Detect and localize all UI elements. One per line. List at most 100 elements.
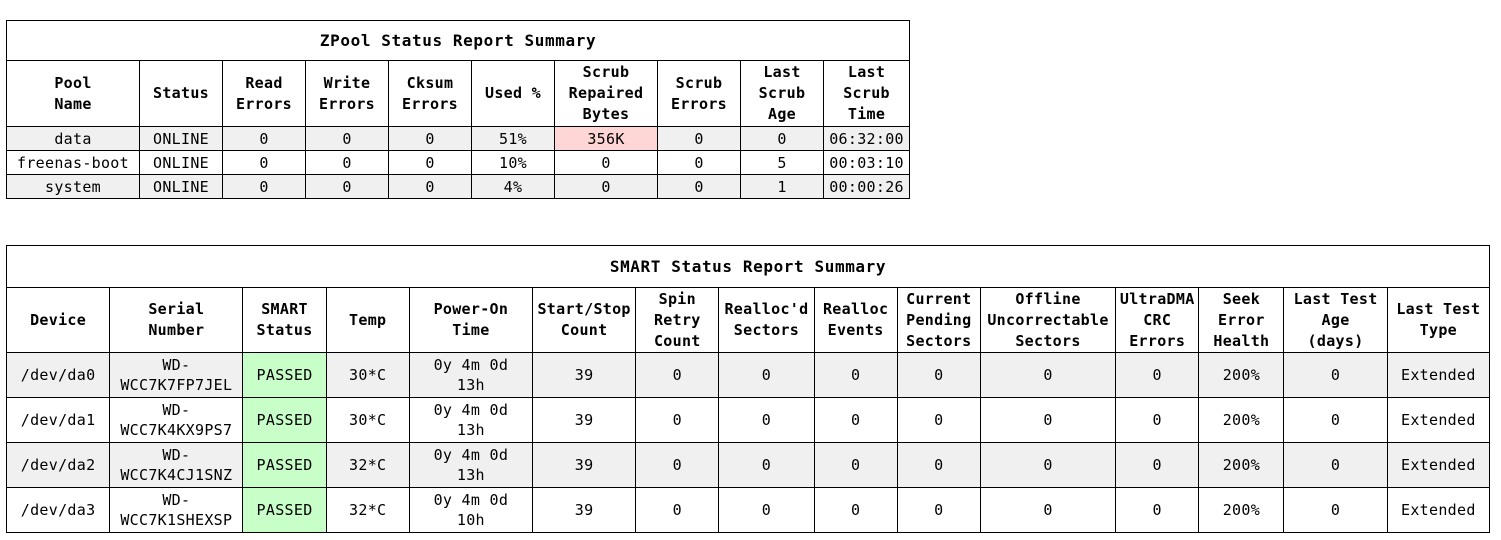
zpool-row-system: system ONLINE 0 0 0 4% 0 0 1 00:00:26 <box>6 174 911 199</box>
smart-row-da2: /dev/da2 WD- WCC7K4CJ1SNZ PASSED 32*C 0y… <box>5 442 1491 488</box>
smart-status-cell: PASSED <box>242 487 327 533</box>
current-pending-sectors-cell: 0 <box>896 352 981 398</box>
spin-retry-count-cell: 0 <box>635 397 720 443</box>
zpool-row-data: data ONLINE 0 0 0 51% 356K 0 0 06:32:00 <box>6 126 911 151</box>
ultradma-crc-errors-cell: 0 <box>1115 487 1200 533</box>
column-header-device: Device <box>5 287 111 353</box>
status-cell: ONLINE <box>139 126 223 151</box>
last-test-age-cell: 0 <box>1283 352 1388 398</box>
column-header-temp: Temp <box>325 287 410 353</box>
cksum-errors-cell: 0 <box>388 174 472 199</box>
smart-status-cell: PASSED <box>242 397 327 443</box>
device-cell: /dev/da2 <box>5 442 111 488</box>
column-header-scrub-errors: Scrub Errors <box>657 60 741 127</box>
cksum-errors-cell: 0 <box>388 126 472 151</box>
smart-row-da0: /dev/da0 WD- WCC7K7FP7JEL PASSED 30*C 0y… <box>5 352 1491 398</box>
pool-name-cell: system <box>6 174 140 199</box>
write-errors-cell: 0 <box>305 126 389 151</box>
column-header-offline-uncorrectable-sectors: Offline Uncorrectable Sectors <box>979 287 1117 353</box>
start-stop-count-cell: 39 <box>532 397 637 443</box>
used-percent-cell: 10% <box>471 150 555 175</box>
start-stop-count-cell: 39 <box>532 487 637 533</box>
zpool-status-table: ZPool Status Report Summary Pool Name St… <box>5 20 911 199</box>
realloc-events-cell: 0 <box>813 352 898 398</box>
offline-uncorrectable-sectors-cell: 0 <box>979 442 1117 488</box>
offline-uncorrectable-sectors-cell: 0 <box>979 397 1117 443</box>
serial-number-cell: WD- WCC7K1SHEXSP <box>109 487 244 533</box>
column-header-write-errors: Write Errors <box>305 60 389 127</box>
read-errors-cell: 0 <box>222 126 306 151</box>
device-cell: /dev/da1 <box>5 397 111 443</box>
column-header-realloc-events: Realloc Events <box>813 287 898 353</box>
smart-status-cell: PASSED <box>242 352 327 398</box>
last-scrub-time-cell: 00:00:26 <box>822 174 911 199</box>
temp-cell: 32*C <box>325 442 410 488</box>
scrub-repaired-bytes-cell: 356K <box>554 126 658 151</box>
realloc-events-cell: 0 <box>813 397 898 443</box>
power-on-time-cell: 0y 4m 0d 13h <box>408 442 534 488</box>
offline-uncorrectable-sectors-cell: 0 <box>979 352 1117 398</box>
status-cell: ONLINE <box>139 150 223 175</box>
used-percent-cell: 51% <box>471 126 555 151</box>
smart-status-table: SMART Status Report Summary Device Seria… <box>5 245 1491 533</box>
scrub-errors-cell: 0 <box>657 150 741 175</box>
used-percent-cell: 4% <box>471 174 555 199</box>
last-test-age-cell: 0 <box>1283 487 1388 533</box>
column-header-last-scrub-age: Last Scrub Age <box>740 60 824 127</box>
column-header-start-stop-count: Start/Stop Count <box>532 287 637 353</box>
temp-cell: 30*C <box>325 352 410 398</box>
ultradma-crc-errors-cell: 0 <box>1115 442 1200 488</box>
column-header-smart-status: SMART Status <box>242 287 327 353</box>
reallocated-sectors-cell: 0 <box>718 397 815 443</box>
column-header-scrub-repaired-bytes: Scrub Repaired Bytes <box>554 60 658 127</box>
seek-error-health-cell: 200% <box>1198 442 1285 488</box>
column-header-last-test-type: Last Test Type <box>1386 287 1491 353</box>
last-test-age-cell: 0 <box>1283 442 1388 488</box>
column-header-seek-error-health: Seek Error Health <box>1198 287 1285 353</box>
start-stop-count-cell: 39 <box>532 442 637 488</box>
current-pending-sectors-cell: 0 <box>896 397 981 443</box>
realloc-events-cell: 0 <box>813 442 898 488</box>
column-header-serial-number: Serial Number <box>109 287 244 353</box>
read-errors-cell: 0 <box>222 174 306 199</box>
offline-uncorrectable-sectors-cell: 0 <box>979 487 1117 533</box>
reallocated-sectors-cell: 0 <box>718 487 815 533</box>
reallocated-sectors-cell: 0 <box>718 442 815 488</box>
start-stop-count-cell: 39 <box>532 352 637 398</box>
spin-retry-count-cell: 0 <box>635 487 720 533</box>
write-errors-cell: 0 <box>305 174 389 199</box>
zpool-row-freenas-boot: freenas-boot ONLINE 0 0 0 10% 0 0 5 00:0… <box>6 150 911 175</box>
smart-table-title: SMART Status Report Summary <box>6 245 1490 288</box>
ultradma-crc-errors-cell: 0 <box>1115 397 1200 443</box>
column-header-spin-retry-count: Spin Retry Count <box>635 287 720 353</box>
spin-retry-count-cell: 0 <box>635 442 720 488</box>
seek-error-health-cell: 200% <box>1198 397 1285 443</box>
current-pending-sectors-cell: 0 <box>896 487 981 533</box>
column-header-used-percent: Used % <box>471 60 555 127</box>
seek-error-health-cell: 200% <box>1198 487 1285 533</box>
column-header-cksum-errors: Cksum Errors <box>388 60 472 127</box>
scrub-errors-cell: 0 <box>657 126 741 151</box>
device-cell: /dev/da3 <box>5 487 111 533</box>
column-header-ultradma-crc-errors: UltraDMA CRC Errors <box>1115 287 1200 353</box>
serial-number-cell: WD- WCC7K7FP7JEL <box>109 352 244 398</box>
read-errors-cell: 0 <box>222 150 306 175</box>
reallocated-sectors-cell: 0 <box>718 352 815 398</box>
temp-cell: 32*C <box>325 487 410 533</box>
last-scrub-time-cell: 00:03:10 <box>822 150 911 175</box>
column-header-read-errors: Read Errors <box>222 60 306 127</box>
column-header-last-scrub-time: Last Scrub Time <box>822 60 911 127</box>
pool-name-cell: freenas-boot <box>6 150 140 175</box>
serial-number-cell: WD- WCC7K4KX9PS7 <box>109 397 244 443</box>
zpool-table-title: ZPool Status Report Summary <box>5 20 911 61</box>
last-scrub-time-cell: 06:32:00 <box>822 126 911 151</box>
power-on-time-cell: 0y 4m 0d 13h <box>408 397 534 443</box>
temp-cell: 30*C <box>325 397 410 443</box>
column-header-reallocated-sectors: Realloc'd Sectors <box>718 287 815 353</box>
last-test-type-cell: Extended <box>1386 442 1491 488</box>
column-header-last-test-age: Last Test Age (days) <box>1283 287 1388 353</box>
last-test-type-cell: Extended <box>1386 487 1491 533</box>
last-test-type-cell: Extended <box>1386 397 1491 443</box>
scrub-repaired-bytes-cell: 0 <box>554 150 658 175</box>
realloc-events-cell: 0 <box>813 487 898 533</box>
